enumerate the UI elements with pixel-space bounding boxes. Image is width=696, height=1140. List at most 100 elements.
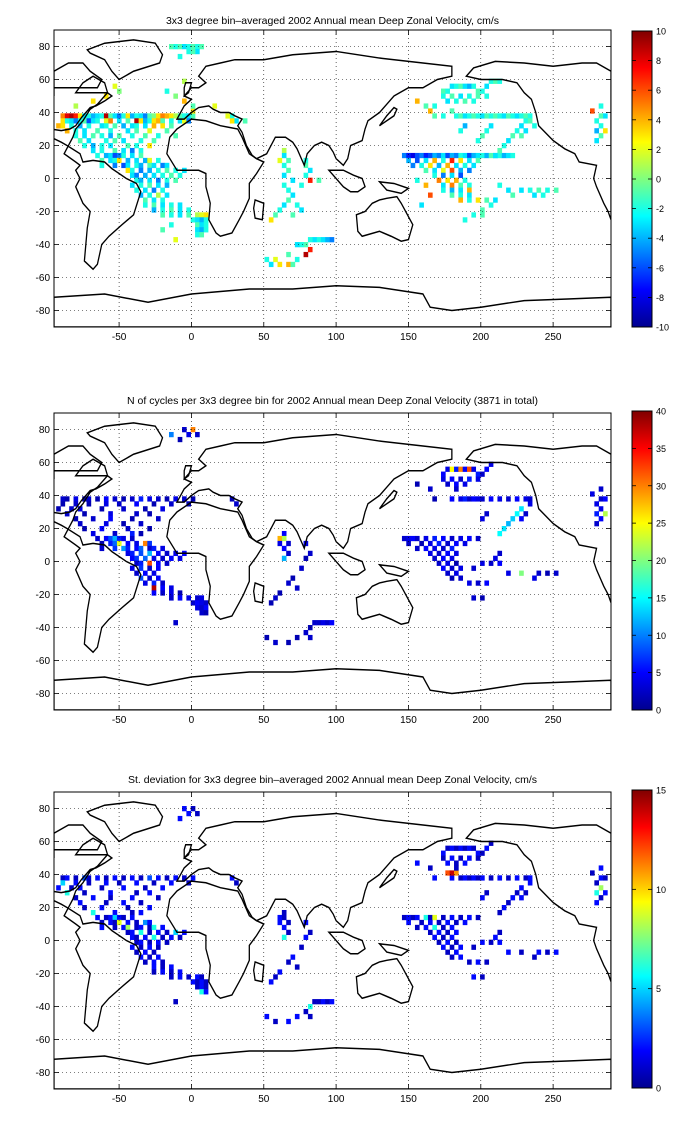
heatmap-cell	[423, 914, 429, 921]
heatmap-cell	[307, 246, 313, 253]
heatmap-cell	[406, 914, 411, 921]
heatmap-cell	[532, 954, 537, 960]
heatmap-cell	[147, 905, 152, 911]
heatmap-cell	[449, 934, 455, 940]
heatmap-cell	[458, 845, 464, 851]
heatmap-cell	[134, 511, 139, 517]
heatmap-cell	[480, 875, 485, 881]
heatmap-cell	[594, 118, 599, 124]
heatmap-cell	[432, 875, 437, 881]
heatmap-cell	[116, 501, 122, 507]
heatmap-cell	[467, 157, 472, 164]
heatmap-cell	[121, 885, 126, 891]
heatmap-cell	[169, 222, 174, 228]
heatmap-cell	[169, 123, 174, 129]
heatmap-cell	[134, 123, 139, 129]
heatmap-cell	[169, 969, 174, 975]
y-tick-label: 20	[39, 524, 51, 535]
gridlines	[54, 413, 611, 710]
heatmap-cell	[290, 954, 296, 960]
heatmap-cell	[103, 900, 109, 906]
heatmap-cell	[294, 964, 300, 970]
y-tick-label: -20	[36, 207, 51, 218]
heatmap-cell	[436, 162, 442, 169]
heatmap-cell	[116, 113, 122, 119]
heatmap-cell	[108, 890, 113, 896]
heatmap-cell	[414, 545, 420, 552]
panel-title: St. deviation for 3x3 degree bin–average…	[128, 774, 537, 786]
heatmap-cell	[423, 182, 429, 188]
heatmap-cell	[414, 914, 420, 921]
heatmap-cell	[77, 138, 83, 144]
heatmap-cell	[445, 550, 450, 557]
heatmap-cell	[60, 113, 66, 119]
heatmap-cell	[129, 133, 135, 139]
heatmap-cell	[164, 113, 170, 119]
heatmap-cell	[603, 875, 608, 881]
heatmap-cell	[129, 555, 135, 561]
heatmap-cell	[432, 157, 437, 164]
heatmap-cell	[142, 202, 148, 208]
heatmap-cell	[142, 172, 148, 178]
colorbar-tick-label: -10	[656, 323, 669, 333]
heatmap-cell	[603, 890, 608, 896]
heatmap-cell	[138, 192, 144, 198]
heatmap-cell	[69, 113, 74, 119]
heatmap-cell	[121, 152, 126, 159]
heatmap-cell	[471, 875, 477, 881]
heatmap-cell	[195, 222, 200, 228]
heatmap-cell	[95, 152, 100, 159]
heatmap-cell	[281, 172, 287, 178]
heatmap-cell	[164, 167, 170, 174]
heatmap-cell	[116, 133, 122, 139]
heatmap-cell	[484, 93, 490, 99]
heatmap-cell	[475, 138, 481, 144]
heatmap-cell	[77, 900, 83, 906]
heatmap-cell	[147, 496, 152, 502]
heatmap-cell	[138, 929, 144, 936]
heatmap-cell	[514, 113, 520, 119]
heatmap-cell	[142, 885, 148, 891]
heatmap-cell	[151, 207, 157, 213]
heatmap-cell	[449, 845, 455, 851]
heatmap-cell	[488, 202, 494, 208]
heatmap-cell	[177, 53, 183, 60]
x-tick-label: 50	[258, 715, 270, 726]
heatmap-cell	[108, 914, 113, 921]
heatmap-cell	[73, 501, 79, 507]
heatmap-cell	[156, 177, 161, 183]
heatmap-cell	[173, 929, 178, 936]
heatmap-cell	[103, 152, 109, 159]
heatmap-cell	[484, 959, 490, 965]
colorbar-tick-label: 15	[656, 593, 666, 603]
heatmap-cell	[164, 128, 170, 134]
heatmap-cell	[190, 48, 196, 55]
heatmap-cell	[156, 954, 161, 960]
heatmap-cell	[436, 929, 442, 936]
heatmap-cell	[116, 88, 122, 94]
heatmap-cell	[514, 511, 520, 517]
heatmap-cell	[488, 78, 494, 84]
heatmap-cell	[286, 261, 291, 268]
heatmap-cell	[501, 113, 507, 119]
heatmap-cell	[121, 545, 126, 552]
heatmap-cell	[432, 535, 437, 542]
heatmap-cell	[138, 550, 144, 557]
heatmap-cell	[590, 108, 595, 114]
heatmap-cell	[506, 496, 511, 502]
heatmap-cell	[401, 914, 407, 921]
x-tick-label: -50	[112, 1094, 127, 1105]
heatmap-cell	[73, 880, 79, 886]
heatmap-cell	[458, 113, 464, 119]
heatmap-cell	[432, 545, 437, 552]
heatmap-cell	[553, 949, 559, 955]
colorbar-tick-label: 10	[656, 631, 666, 641]
heatmap-cell	[151, 959, 157, 965]
heatmap-cell	[598, 103, 604, 109]
x-tick-label: 50	[258, 332, 270, 343]
heatmap-cell	[427, 914, 433, 921]
heatmap-cells	[56, 427, 608, 646]
heatmap-cell	[125, 143, 131, 149]
heatmap-cell	[532, 192, 537, 198]
heatmap-cell	[594, 890, 599, 896]
